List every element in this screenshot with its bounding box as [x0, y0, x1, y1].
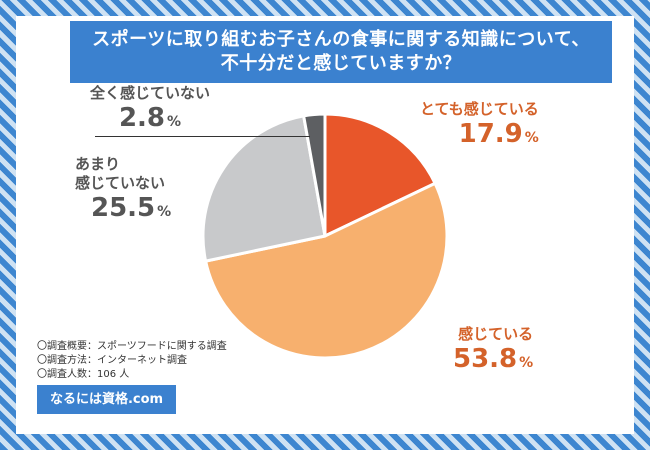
title-line-2: 不十分だと感じていますか？	[220, 53, 462, 74]
white-panel: スポーツに取り組むお子さんの食事に関する知識について、 不十分だと感じていますか…	[16, 16, 634, 434]
survey-note-count: 〇調査人数：106 人	[37, 369, 130, 380]
chart-title: スポーツに取り組むお子さんの食事に関する知識について、 不十分だと感じていますか…	[70, 21, 612, 83]
slice-label-feel: 感じている	[458, 325, 534, 343]
slice-value-not-at-all: 2.8%	[118, 103, 182, 133]
survey-note-method: 〇調査方法：インターネット調査	[37, 355, 187, 366]
slice-label-not-at-all: 全く感じていない	[90, 84, 211, 102]
slice-feel	[204, 181, 449, 360]
slice-value-feel: 53.8%	[453, 344, 534, 374]
label-not-much: あまり 感じていない 25.5%	[75, 155, 171, 227]
slice-label-strongly: とても感じている	[420, 100, 539, 118]
title-line-1: スポーツに取り組むお子さんの食事に関する知識について、	[92, 29, 590, 50]
slice-label-not-much-1: あまり	[75, 155, 121, 173]
slice-not-at-all	[302, 112, 327, 238]
survey-notes: 〇調査概要：スポーツフードに関する調査 〇調査方法：インターネット調査 〇調査人…	[37, 340, 227, 382]
slice-value-not-much: 25.5%	[91, 193, 172, 223]
survey-note-overview: 〇調査概要：スポーツフードに関する調査	[37, 341, 227, 352]
label-not-at-all: 全く感じていない 2.8%	[90, 84, 210, 137]
leader-line-not-at-all	[95, 136, 310, 137]
slice-strongly	[323, 112, 437, 238]
label-feel: 感じている 53.8%	[453, 325, 533, 378]
brand-badge: なるには資格.com	[37, 385, 176, 414]
slice-not-much	[201, 114, 327, 263]
slice-value-strongly: 17.9%	[458, 119, 539, 149]
slice-label-not-much-2: 感じていない	[75, 174, 166, 192]
label-strongly: とても感じている 17.9%	[420, 100, 539, 153]
